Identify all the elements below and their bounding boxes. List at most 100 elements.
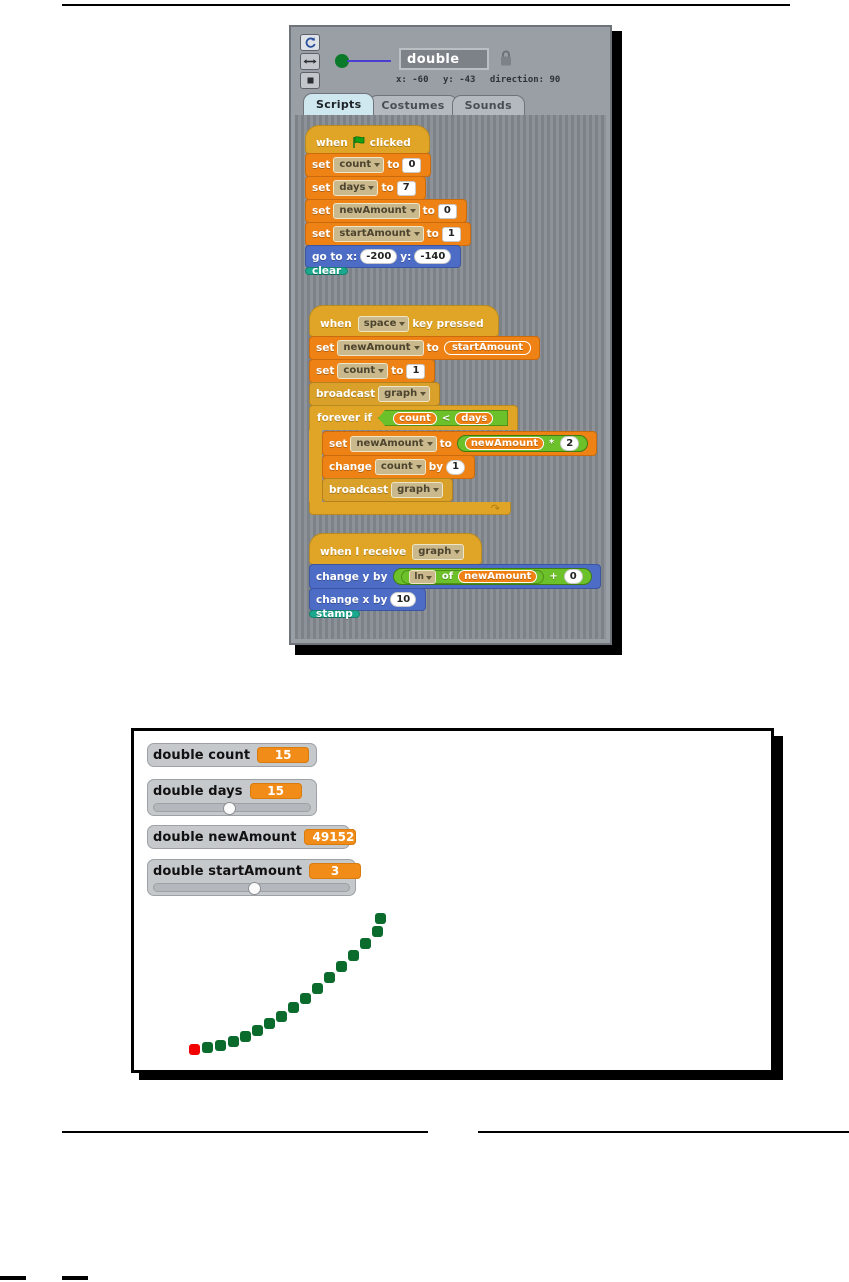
go-to-y-value[interactable]: -140 xyxy=(414,249,452,264)
watcher-slider-knob-days[interactable] xyxy=(222,802,236,815)
plot-dot xyxy=(288,1002,299,1013)
plot-dot xyxy=(202,1042,213,1053)
plot-dot xyxy=(300,993,311,1004)
page-rule-bottom-left xyxy=(62,1131,428,1133)
page-footer-mark-right xyxy=(62,1276,88,1280)
plot-dot xyxy=(264,1018,275,1029)
x-value: -60 xyxy=(412,75,429,85)
set-newamount-to-startamount-block[interactable]: set newAmount to startAmount xyxy=(309,336,541,360)
math-function-reporter[interactable]: ln of newAmount xyxy=(401,569,545,584)
change-x-value[interactable]: 10 xyxy=(390,592,417,607)
rotation-style-buttons[interactable] xyxy=(300,34,322,91)
forever-if-footer: ↷ xyxy=(309,502,511,515)
forever-if-header[interactable]: forever if count < days xyxy=(309,405,519,430)
sprite-name-field[interactable]: double xyxy=(399,48,489,70)
key-dropdown[interactable]: space xyxy=(357,316,410,332)
change-y-by-block[interactable]: change y by ln of newAmount + 0 xyxy=(309,564,601,589)
green-flag-icon xyxy=(352,136,366,149)
when-green-flag-clicked-block[interactable]: when clicked xyxy=(305,125,430,154)
watcher-startamount[interactable]: double startAmount 3 xyxy=(147,859,362,896)
variable-dropdown-days[interactable]: days xyxy=(333,180,379,196)
forever-if-block[interactable]: forever if count < days set newAmount to xyxy=(309,405,598,515)
set-count-value[interactable]: 1 xyxy=(406,363,426,379)
set-newamount-value[interactable]: 0 xyxy=(437,203,457,219)
scratch-editor-panel: double x: -60 y: -43 direction: 90 Scrip… xyxy=(289,25,612,645)
rotate-all-around-icon[interactable] xyxy=(300,34,320,51)
plot-dot xyxy=(252,1025,263,1036)
watcher-count[interactable]: double count 15 xyxy=(147,743,317,767)
editor-tabs[interactable]: Scripts Costumes Sounds xyxy=(303,93,525,115)
watcher-label-days: double days xyxy=(153,783,243,799)
plot-dot xyxy=(215,1040,226,1051)
tab-sounds[interactable]: Sounds xyxy=(451,95,525,115)
tab-scripts[interactable]: Scripts xyxy=(303,93,375,115)
change-count-value[interactable]: 1 xyxy=(446,459,466,475)
plot-dot xyxy=(372,926,383,937)
add-operator[interactable]: ln of newAmount + 0 xyxy=(393,568,592,585)
broadcast-message-dropdown[interactable]: graph xyxy=(391,482,444,498)
variable-dropdown-newamount[interactable]: newAmount xyxy=(333,203,420,219)
go-to-x-value[interactable]: -200 xyxy=(360,249,398,264)
rotate-left-right-icon[interactable] xyxy=(300,53,320,70)
plot-dot xyxy=(336,961,347,972)
variable-dropdown-count[interactable]: count xyxy=(337,363,389,379)
variable-reporter-count[interactable]: count xyxy=(393,411,437,425)
broadcast-message-dropdown[interactable]: graph xyxy=(378,386,431,402)
loop-arrow-icon: ↷ xyxy=(490,502,500,515)
tab-costumes[interactable]: Costumes xyxy=(368,95,458,115)
set-count-value[interactable]: 0 xyxy=(402,157,422,173)
variable-reporter-days[interactable]: days xyxy=(455,411,494,425)
plot-dot xyxy=(276,1011,287,1022)
change-count-by-block[interactable]: change count by 1 xyxy=(322,455,476,479)
when-key-pressed-block[interactable]: when space key pressed xyxy=(309,305,499,337)
less-than-operator[interactable]: count < days xyxy=(378,410,509,426)
watcher-slider-knob-startamount[interactable] xyxy=(247,882,261,895)
page-rule-top xyxy=(62,4,790,6)
watcher-newamount[interactable]: double newAmount 49152 xyxy=(147,825,356,849)
variable-dropdown-newamount[interactable]: newAmount xyxy=(337,340,424,356)
plot-dot xyxy=(360,938,371,949)
watcher-slider-days[interactable] xyxy=(153,802,311,815)
variable-dropdown-count[interactable]: count xyxy=(333,157,385,173)
watcher-days[interactable]: double days 15 xyxy=(147,779,317,816)
when-i-receive-block[interactable]: when I receive graph xyxy=(309,533,483,565)
scripting-area[interactable]: when clicked set count to 0 set days to xyxy=(295,115,606,639)
variable-reporter-startamount[interactable]: startAmount xyxy=(443,341,532,355)
multiply-operator[interactable]: newAmount * 2 xyxy=(456,435,589,452)
math-function-dropdown[interactable]: ln xyxy=(409,569,436,584)
change-x-by-block[interactable]: change x by 10 xyxy=(309,588,427,611)
broadcast-block[interactable]: broadcast graph xyxy=(309,382,441,406)
script-when-space-pressed[interactable]: when space key pressed set newAmount to … xyxy=(309,305,598,515)
variable-dropdown-startamount[interactable]: startAmount xyxy=(333,226,424,242)
set-count-block[interactable]: set count to 1 xyxy=(309,359,436,383)
variable-dropdown-count[interactable]: count xyxy=(374,459,426,475)
set-startamount-value[interactable]: 1 xyxy=(441,226,461,242)
script-when-flag-clicked[interactable]: when clicked set count to 0 set days to xyxy=(305,125,471,276)
add-right-operand[interactable]: 0 xyxy=(563,569,583,584)
watcher-slider-startamount[interactable] xyxy=(153,882,350,895)
script-when-i-receive-graph[interactable]: when I receive graph change y by ln of n… xyxy=(309,533,601,619)
multiply-right-operand[interactable]: 2 xyxy=(560,436,580,451)
set-count-block[interactable]: set count to 0 xyxy=(305,153,432,177)
rotate-none-icon[interactable] xyxy=(300,72,320,89)
go-to-xy-block[interactable]: go to x: -200 y: -140 xyxy=(305,245,462,268)
page-footer-mark-left xyxy=(0,1276,26,1280)
clear-block[interactable]: clear xyxy=(305,266,349,276)
receive-message-dropdown[interactable]: graph xyxy=(412,544,465,560)
set-newamount-block[interactable]: set newAmount to 0 xyxy=(305,199,467,223)
stage-panel[interactable]: double count 15 double days 15 double ne… xyxy=(131,728,774,1073)
padlock-icon[interactable] xyxy=(498,48,514,68)
set-days-value[interactable]: 7 xyxy=(396,180,416,196)
variable-reporter-newamount[interactable]: newAmount xyxy=(464,437,544,450)
variable-reporter-newamount[interactable]: newAmount xyxy=(458,570,538,583)
watcher-value-days: 15 xyxy=(249,783,302,799)
set-startamount-block[interactable]: set startAmount to 1 xyxy=(305,222,471,246)
set-newamount-times-two-block[interactable]: set newAmount to newAmount * 2 xyxy=(322,431,598,456)
direction-value: 90 xyxy=(549,75,561,85)
plot-dot xyxy=(240,1031,251,1042)
variable-dropdown-newamount[interactable]: newAmount xyxy=(350,435,437,452)
broadcast-block-inner[interactable]: broadcast graph xyxy=(322,478,454,502)
set-days-block[interactable]: set days to 7 xyxy=(305,176,426,200)
stamp-block[interactable]: stamp xyxy=(309,609,360,619)
